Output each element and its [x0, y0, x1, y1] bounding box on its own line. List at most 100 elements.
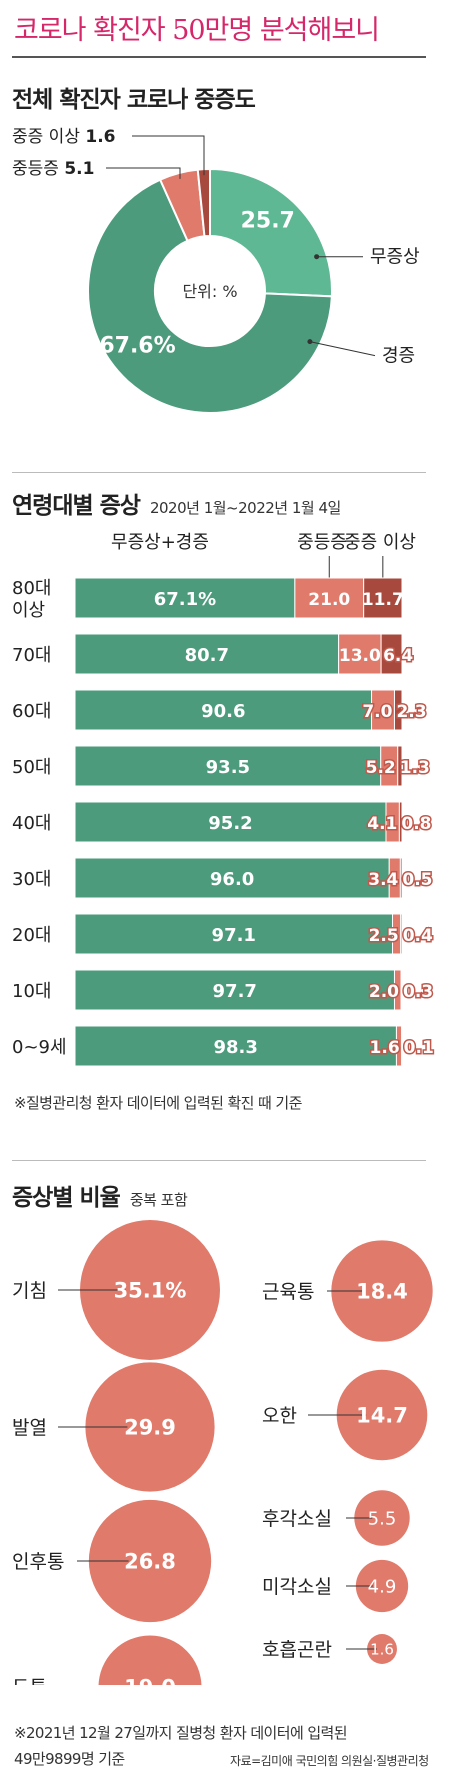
bar-value-label-8-0: 98.3: [214, 1037, 258, 1058]
callout-line-1: [309, 341, 376, 357]
donut-slice-3: [196, 167, 211, 238]
bubble-value-8: 1.6: [370, 1640, 394, 1658]
bar-legend-label-2: 중증 이상: [344, 532, 416, 553]
bar-value-label-1-0: 80.7: [185, 645, 229, 666]
bar-category-label-1: 70대: [12, 645, 51, 666]
section-divider-1: [12, 472, 426, 473]
bar-category-label-4: 40대: [12, 813, 51, 834]
bar-segment-1-1: [338, 633, 382, 675]
callout-line-2: [106, 167, 181, 179]
age-title-text: 연령대별 증상: [12, 493, 141, 519]
donut-legend-name-2: 중등증: [12, 159, 64, 179]
donut-slice-1: [87, 178, 333, 414]
bar-segment-8-0: [74, 1025, 397, 1067]
bar-segment-0-0: [74, 577, 296, 619]
bar-value-label-4-0: 95.2: [208, 813, 252, 834]
bubble-label-6: 후각소실: [262, 1508, 332, 1530]
bar-segment-0-2: [363, 577, 403, 619]
age-subtitle: 2020년 1월~2022년 1월 4일: [149, 499, 341, 517]
bubble-label-1: 발열: [12, 1417, 47, 1439]
bar-legend-label-0: 무증상+경증: [111, 532, 209, 553]
bar-value-label-4-2: 0.8: [401, 814, 431, 834]
bar-segment-3-2: [397, 745, 403, 787]
bubble-5: [336, 1369, 428, 1461]
bubble-value-4: 18.4: [356, 1280, 408, 1304]
donut-legend-label-1: 경증: [382, 346, 415, 367]
bar-segment-1-0: [74, 633, 340, 675]
bar-value-label-0-0: 67.1%: [154, 589, 216, 610]
bar-segment-4-0: [74, 801, 387, 843]
bar-segment-1-2: [380, 633, 403, 675]
bubble-label-3: 두통: [12, 1677, 47, 1685]
bubble-value-3: 19.0: [124, 1676, 176, 1685]
bar-segment-7-2: [400, 969, 403, 1011]
bar-value-label-2-2: 2.3: [396, 702, 426, 722]
bubble-label-2: 인후통: [12, 1551, 64, 1573]
bar-segment-2-2: [393, 689, 403, 731]
bubble-8: [367, 1634, 397, 1664]
bar-value-label-8-2: 0.1: [404, 1038, 434, 1058]
age-note: ※질병관리청 환자 데이터에 입력된 확진 때 기준: [14, 1094, 302, 1112]
bubble-2: [88, 1499, 212, 1623]
donut-legend-name-3: 중증 이상: [12, 127, 85, 147]
symptoms-subtitle: 중복 포함: [129, 1191, 188, 1209]
bubble-value-5: 14.7: [356, 1404, 408, 1428]
page-title: 코로나 확진자 50만명 분석해보니: [14, 15, 380, 46]
callout-dot-0: [314, 254, 320, 260]
bar-value-label-6-0: 97.1: [212, 925, 256, 946]
bubble-6: [354, 1490, 410, 1546]
donut-legend-value-3: 1.6: [85, 127, 115, 147]
bar-value-label-7-0: 97.7: [213, 981, 257, 1002]
bar-value-label-5-1: 3.4: [368, 870, 398, 890]
title-divider: [12, 56, 426, 58]
bubble-4: [331, 1240, 433, 1342]
donut-value-label-0: 25.7: [241, 208, 295, 233]
bubble-1: [85, 1362, 215, 1492]
severity-title: 전체 확진자 코로나 중증도: [12, 87, 256, 113]
bar-value-label-1-2: 6.4: [383, 646, 413, 666]
bar-value-label-2-0: 90.6: [201, 701, 245, 722]
symptoms-title-text: 증상별 비율: [12, 1185, 121, 1211]
symptoms-note-line1: ※2021년 12월 27일까지 질병청 환자 데이터에 입력된: [14, 1724, 348, 1742]
bar-category-label-7: 10대: [12, 981, 51, 1002]
bar-segment-3-0: [74, 745, 382, 787]
bar-category-label-2: 60대: [12, 701, 51, 722]
bar-category-label-5: 30대: [12, 869, 51, 890]
callout-line-3: [132, 135, 205, 176]
bar-value-label-8-1: 1.6: [370, 1038, 400, 1058]
bubble-label-5: 오한: [262, 1405, 297, 1427]
donut-unit-label: 단위: %: [182, 282, 237, 301]
bar-value-label-7-1: 2.0: [369, 982, 399, 1002]
bar-category-label-3: 50대: [12, 757, 51, 778]
bar-value-label-3-0: 93.5: [206, 757, 250, 778]
bubble-value-7: 4.9: [368, 1576, 397, 1597]
bar-value-label-2-1: 7.0: [362, 702, 392, 722]
bubble-label-4: 근육통: [262, 1281, 314, 1303]
bubble-label-0: 기침: [12, 1280, 47, 1302]
symptom-bubble-chart: 기침 35.1% 발열 29.9 인후통 26.8 두통 19.0 근육통 18.4 오한 14.7 후…: [12, 1220, 433, 1685]
bubble-0: [80, 1220, 220, 1360]
bubble-7: [355, 1559, 409, 1613]
age-title: 연령대별 증상 2020년 1월~2022년 1월 4일: [12, 486, 341, 520]
bar-value-label-0-2: 11.7: [362, 590, 404, 610]
bar-value-label-1-1: 13.0: [339, 646, 381, 666]
bubble-value-2: 26.8: [124, 1550, 176, 1574]
bubble-3: [98, 1635, 202, 1685]
bar-category-label-0-b: 이상: [12, 600, 45, 621]
bar-segment-4-2: [398, 801, 403, 843]
donut-value-label-1: 67.6%: [99, 333, 175, 358]
bar-legend-label-1: 중등증: [297, 532, 347, 553]
bar-value-label-6-1: 2.5: [369, 926, 399, 946]
bar-value-label-4-1: 4.1: [367, 814, 397, 834]
symptoms-note-line2: 49만9899명 기준: [14, 1750, 125, 1768]
bar-value-label-3-2: 1.3: [400, 758, 430, 778]
donut-legend-label-2: 중등증 5.1: [12, 159, 94, 179]
bar-category-label-8: 0~9세: [12, 1037, 67, 1058]
bubble-value-1: 29.9: [124, 1416, 176, 1440]
bar-segment-6-2: [400, 913, 403, 955]
bar-segment-5-0: [74, 857, 390, 899]
donut-slice-0: [209, 167, 333, 298]
donut-legend-label-0: 무증상: [370, 247, 420, 268]
callout-dot-1: [307, 339, 313, 345]
